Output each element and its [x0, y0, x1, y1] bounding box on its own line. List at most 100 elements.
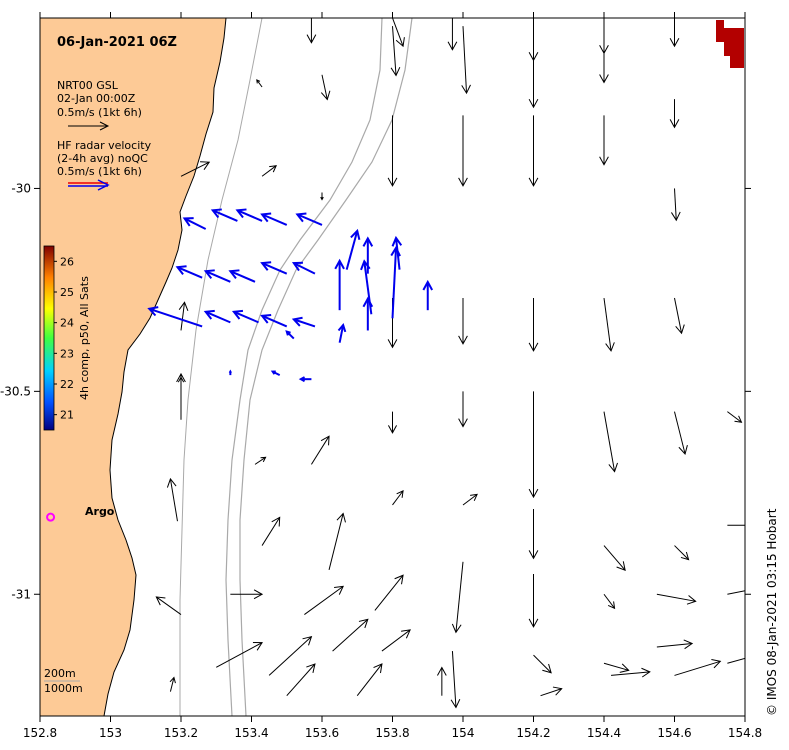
gsl-arrow — [674, 658, 722, 676]
radar-arrow — [391, 235, 403, 270]
gsl-arrow — [674, 545, 690, 561]
map-title: 06-Jan-2021 06Z — [57, 35, 177, 50]
gsl-arrow — [528, 26, 539, 109]
radar-arrow — [422, 279, 434, 311]
contour-deep — [179, 18, 263, 716]
colorbar-ticks: 26 25 24 23 22 21 — [54, 255, 74, 422]
gsl-legend-line3: 0.5m/s (1kt 6h) — [57, 106, 142, 119]
gsl-arrow — [528, 573, 539, 628]
colorbar-tick-label: 21 — [60, 409, 74, 422]
gsl-arrow — [328, 512, 346, 571]
x-tick-label: 153 — [99, 726, 122, 740]
gsl-arrow — [392, 18, 405, 48]
y-axis: -30 -30.5 -31 — [0, 181, 751, 601]
x-tick-label: 152.8 — [23, 726, 57, 740]
x-tick-label: 153.2 — [164, 726, 198, 740]
radar-arrow — [203, 269, 231, 283]
colorbar-label: 4h comp, p50, All Sats — [78, 276, 91, 400]
gsl-vector-field — [155, 18, 745, 709]
gsl-arrow — [727, 657, 745, 664]
radar-vector-field — [147, 208, 434, 383]
gsl-arrow — [447, 18, 458, 51]
gsl-arrow — [461, 26, 471, 95]
radar-arrow — [203, 309, 231, 324]
gsl-arrow — [458, 298, 468, 345]
gsl-arrow — [599, 26, 609, 84]
gsl-arrow — [374, 574, 404, 611]
radar-arrow — [345, 228, 361, 270]
radar-arrow — [260, 261, 288, 275]
gsl-arrow — [230, 589, 264, 600]
gsl-legend-arrow-icon — [68, 121, 110, 131]
gsl-arrow — [306, 18, 317, 44]
radar-arrow — [298, 376, 312, 383]
colorbar-tick-label: 25 — [60, 286, 74, 299]
gsl-arrow — [528, 391, 539, 499]
gsl-arrow — [392, 490, 404, 506]
radar-arrow — [228, 269, 256, 283]
gsl-arrow — [451, 561, 464, 634]
gsl-legend-line2: 02-Jan 00:00Z — [57, 92, 136, 105]
radar-arrow — [270, 370, 281, 377]
contour-label-1000m: 1000m — [44, 682, 83, 695]
gsl-arrow — [727, 590, 745, 595]
gsl-arrow — [216, 642, 263, 668]
gsl-arrow — [450, 651, 461, 709]
y-tick-label: -31 — [11, 587, 31, 601]
radar-arrow — [337, 322, 347, 343]
argo-label: Argo — [85, 505, 115, 518]
x-axis: 152.8 153 153.2 153.4 153.6 153.8 154 154.2 154.… — [23, 12, 762, 740]
radar-arrow — [175, 265, 203, 279]
radar-arrow — [291, 316, 316, 328]
radar-legend-line3: 0.5m/s (1kt 6h) — [57, 165, 142, 178]
radar-legend-arrow-icon — [68, 179, 110, 191]
x-tick-label: 153.6 — [305, 726, 339, 740]
x-tick-label: 154.4 — [587, 726, 621, 740]
gsl-arrow — [603, 593, 616, 610]
radar-arrow — [362, 296, 374, 331]
radar-arrow — [260, 212, 288, 226]
radar-arrow — [285, 330, 295, 340]
radar-arrow — [210, 208, 238, 222]
gsl-arrow — [603, 297, 615, 352]
argo-marker — [46, 512, 56, 522]
gsl-arrow — [669, 18, 680, 48]
gsl-arrow — [603, 411, 618, 473]
gsl-legend-line1: NRT00 GSL — [57, 79, 119, 92]
gsl-arrow — [458, 391, 468, 428]
colorbar-tick-label: 26 — [60, 255, 74, 268]
gsl-arrow — [387, 115, 398, 187]
radar-arrow — [291, 261, 316, 275]
gsl-arrow — [332, 618, 369, 652]
gsl-arrow — [387, 411, 398, 434]
gsl-arrow — [437, 666, 447, 696]
gsl-arrow — [528, 509, 539, 560]
radar-legend-line2: (2-4h avg) noQC — [57, 152, 148, 165]
gsl-arrow — [528, 115, 539, 187]
gsl-arrow — [169, 676, 176, 692]
radar-arrow — [360, 259, 373, 315]
gsl-arrow — [599, 115, 609, 166]
radar-arrow — [260, 313, 288, 328]
gsl-arrow — [458, 115, 468, 187]
y-tick-label: -30.5 — [0, 384, 31, 398]
radar-arrow — [390, 245, 401, 319]
gsl-arrow — [671, 188, 681, 222]
coastline-land — [40, 18, 227, 716]
contour-200m — [225, 18, 383, 716]
gsl-arrow — [178, 301, 189, 331]
gsl-arrow — [268, 635, 313, 676]
gsl-arrow — [727, 411, 743, 423]
contour-1000m — [239, 18, 413, 716]
gsl-arrow — [261, 165, 278, 177]
gsl-arrow — [155, 596, 182, 615]
x-tick-label: 154 — [452, 726, 475, 740]
x-tick-label: 154.2 — [516, 726, 550, 740]
x-tick-label: 154.6 — [657, 726, 691, 740]
sst-patch — [716, 20, 744, 68]
gsl-arrow — [381, 629, 411, 652]
radar-arrow — [334, 258, 345, 311]
gsl-arrow — [669, 99, 680, 129]
gsl-arrow — [320, 74, 331, 101]
gsl-arrow — [540, 686, 563, 697]
